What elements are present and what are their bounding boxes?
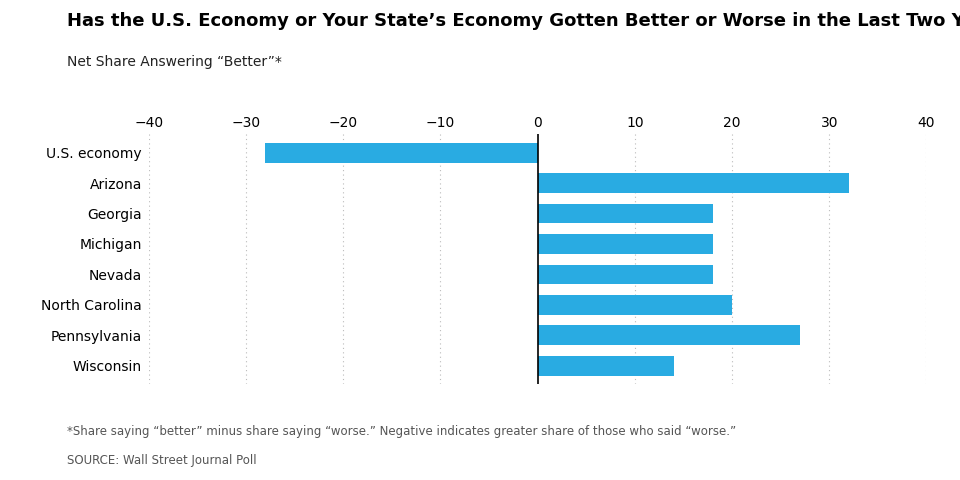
Bar <box>538 325 800 345</box>
Text: SOURCE: Wall Street Journal Poll: SOURCE: Wall Street Journal Poll <box>67 454 257 467</box>
Bar <box>265 143 538 163</box>
Bar <box>538 204 712 223</box>
Text: Net Share Answering “Better”*: Net Share Answering “Better”* <box>67 55 282 69</box>
Bar <box>538 295 732 315</box>
Text: Has the U.S. Economy or Your State’s Economy Gotten Better or Worse in the Last : Has the U.S. Economy or Your State’s Eco… <box>67 12 960 30</box>
Bar <box>538 264 712 284</box>
Bar <box>538 173 849 193</box>
Bar <box>538 234 712 254</box>
Bar <box>538 356 674 376</box>
Text: *Share saying “better” minus share saying “worse.” Negative indicates greater sh: *Share saying “better” minus share sayin… <box>67 425 736 438</box>
